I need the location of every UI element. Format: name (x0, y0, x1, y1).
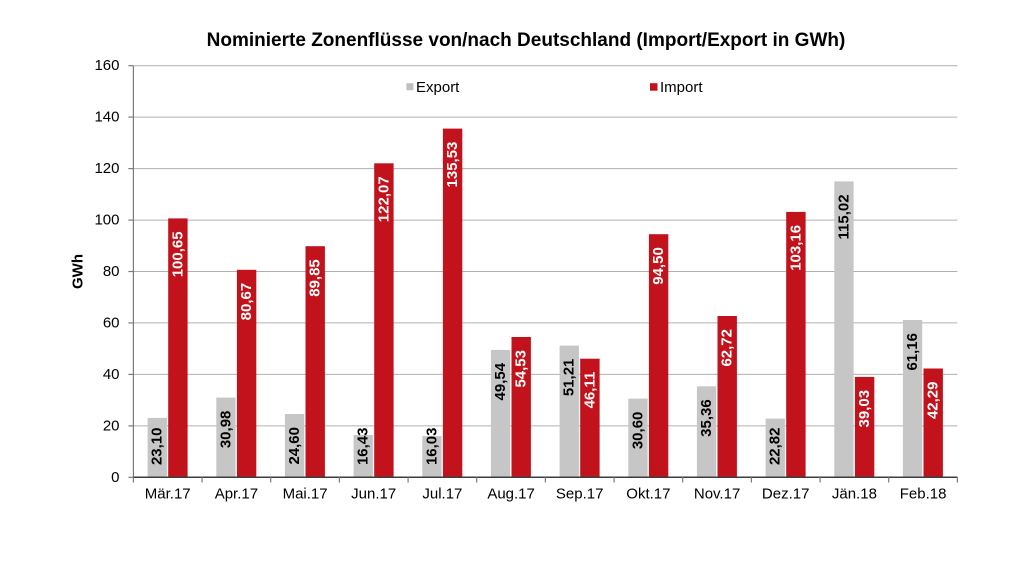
svg-text:Jun.17: Jun.17 (351, 486, 396, 503)
svg-text:Sep.17: Sep.17 (556, 486, 604, 503)
svg-text:140: 140 (94, 109, 119, 126)
svg-text:120: 120 (94, 160, 119, 177)
svg-text:Nominierte Zonenflüsse von/nac: Nominierte Zonenflüsse von/nach Deutschl… (207, 30, 846, 51)
svg-text:23,10: 23,10 (149, 428, 166, 466)
svg-text:62,72: 62,72 (719, 329, 736, 367)
svg-text:54,53: 54,53 (513, 350, 530, 388)
svg-text:39,03: 39,03 (856, 390, 873, 428)
svg-text:Jul.17: Jul.17 (422, 486, 462, 503)
svg-text:103,16: 103,16 (787, 225, 804, 271)
svg-text:Apr.17: Apr.17 (215, 486, 258, 503)
svg-text:Nov.17: Nov.17 (694, 486, 740, 503)
svg-text:Mär.17: Mär.17 (145, 486, 191, 503)
svg-text:Okt.17: Okt.17 (626, 486, 670, 503)
svg-text:GWh: GWh (70, 254, 87, 289)
svg-text:60: 60 (103, 314, 120, 331)
svg-text:89,85: 89,85 (307, 259, 324, 297)
svg-text:100: 100 (94, 212, 119, 229)
svg-text:30,98: 30,98 (217, 411, 234, 449)
svg-text:Mai.17: Mai.17 (283, 486, 328, 503)
svg-text:22,82: 22,82 (767, 428, 784, 466)
svg-text:Dez.17: Dez.17 (762, 486, 810, 503)
svg-text:122,07: 122,07 (375, 176, 392, 222)
svg-text:Export: Export (416, 79, 460, 96)
svg-text:80: 80 (103, 263, 120, 280)
svg-text:94,50: 94,50 (650, 247, 667, 285)
svg-text:30,60: 30,60 (629, 412, 646, 450)
svg-text:20: 20 (103, 417, 120, 434)
svg-text:80,67: 80,67 (238, 283, 255, 321)
svg-text:35,36: 35,36 (698, 399, 715, 437)
svg-text:16,43: 16,43 (355, 428, 372, 466)
svg-text:16,03: 16,03 (423, 428, 440, 466)
svg-text:46,11: 46,11 (581, 372, 598, 409)
svg-text:0: 0 (111, 469, 119, 486)
svg-text:Import: Import (660, 79, 703, 96)
svg-text:51,21: 51,21 (561, 359, 578, 397)
svg-text:42,29: 42,29 (925, 382, 942, 420)
svg-text:61,16: 61,16 (904, 333, 921, 371)
svg-text:40: 40 (103, 366, 120, 383)
svg-text:Aug.17: Aug.17 (487, 486, 535, 503)
svg-text:24,60: 24,60 (286, 427, 303, 465)
svg-text:Jän.18: Jän.18 (832, 486, 877, 503)
svg-text:115,02: 115,02 (835, 194, 852, 239)
svg-text:135,53: 135,53 (444, 142, 461, 188)
svg-text:100,65: 100,65 (169, 231, 186, 277)
svg-text:49,54: 49,54 (492, 362, 509, 400)
svg-text:160: 160 (94, 57, 119, 74)
svg-text:Feb.18: Feb.18 (900, 486, 947, 503)
